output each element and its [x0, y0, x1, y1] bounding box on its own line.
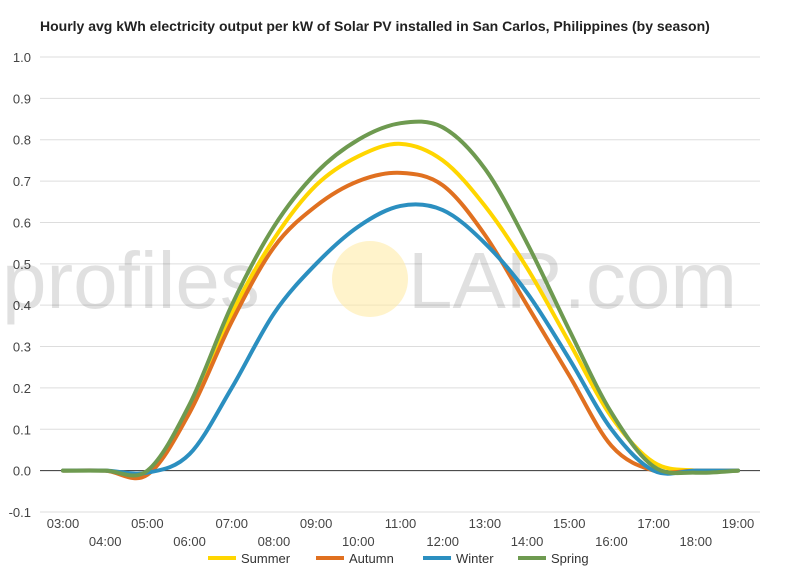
x-tick-label: 12:00	[426, 534, 459, 549]
y-tick-label: 0.9	[13, 91, 31, 106]
series-line-autumn	[61, 170, 740, 481]
watermark-sun	[332, 241, 408, 317]
x-tick-label: 18:00	[680, 534, 713, 549]
x-tick-label: 06:00	[173, 534, 206, 549]
x-tick-label: 09:00	[300, 516, 333, 531]
x-tick-label: 16:00	[595, 534, 628, 549]
legend-label-winter: Winter	[456, 551, 494, 566]
y-tick-label: 0.2	[13, 381, 31, 396]
x-tick-label: 17:00	[637, 516, 670, 531]
x-tick-label: 08:00	[258, 534, 291, 549]
x-tick-label: 03:00	[47, 516, 80, 531]
y-tick-label: 0.8	[13, 133, 31, 148]
y-tick-label: 0.4	[13, 298, 31, 313]
x-tick-label: 13:00	[469, 516, 502, 531]
series-line-spring	[61, 119, 740, 478]
x-tick-label: 14:00	[511, 534, 544, 549]
x-tick-label: 11:00	[385, 516, 417, 531]
y-tick-label: 0.0	[13, 464, 31, 479]
legend-label-autumn: Autumn	[349, 551, 394, 566]
x-tick-label: 15:00	[553, 516, 586, 531]
chart-title: Hourly avg kWh electricity output per kW…	[40, 18, 710, 34]
y-tick-label: 1.0	[13, 50, 31, 65]
y-tick-label: -0.1	[9, 505, 31, 520]
x-tick-label: 19:00	[722, 516, 755, 531]
legend-label-summer: Summer	[241, 551, 291, 566]
x-tick-label: 10:00	[342, 534, 375, 549]
series-line-winter	[61, 202, 740, 476]
y-tick-label: 0.6	[13, 215, 31, 230]
y-tick-label: 0.3	[13, 340, 31, 355]
watermark-text: LAR.com	[408, 236, 737, 325]
y-tick-label: 0.5	[13, 257, 31, 272]
x-tick-label: 04:00	[89, 534, 122, 549]
y-tick-label: 0.7	[13, 174, 31, 189]
watermark-text: profiles	[2, 236, 260, 325]
x-tick-label: 07:00	[215, 516, 248, 531]
x-tick-label: 05:00	[131, 516, 164, 531]
y-tick-label: 0.1	[13, 422, 31, 437]
legend-label-spring: Spring	[551, 551, 589, 566]
